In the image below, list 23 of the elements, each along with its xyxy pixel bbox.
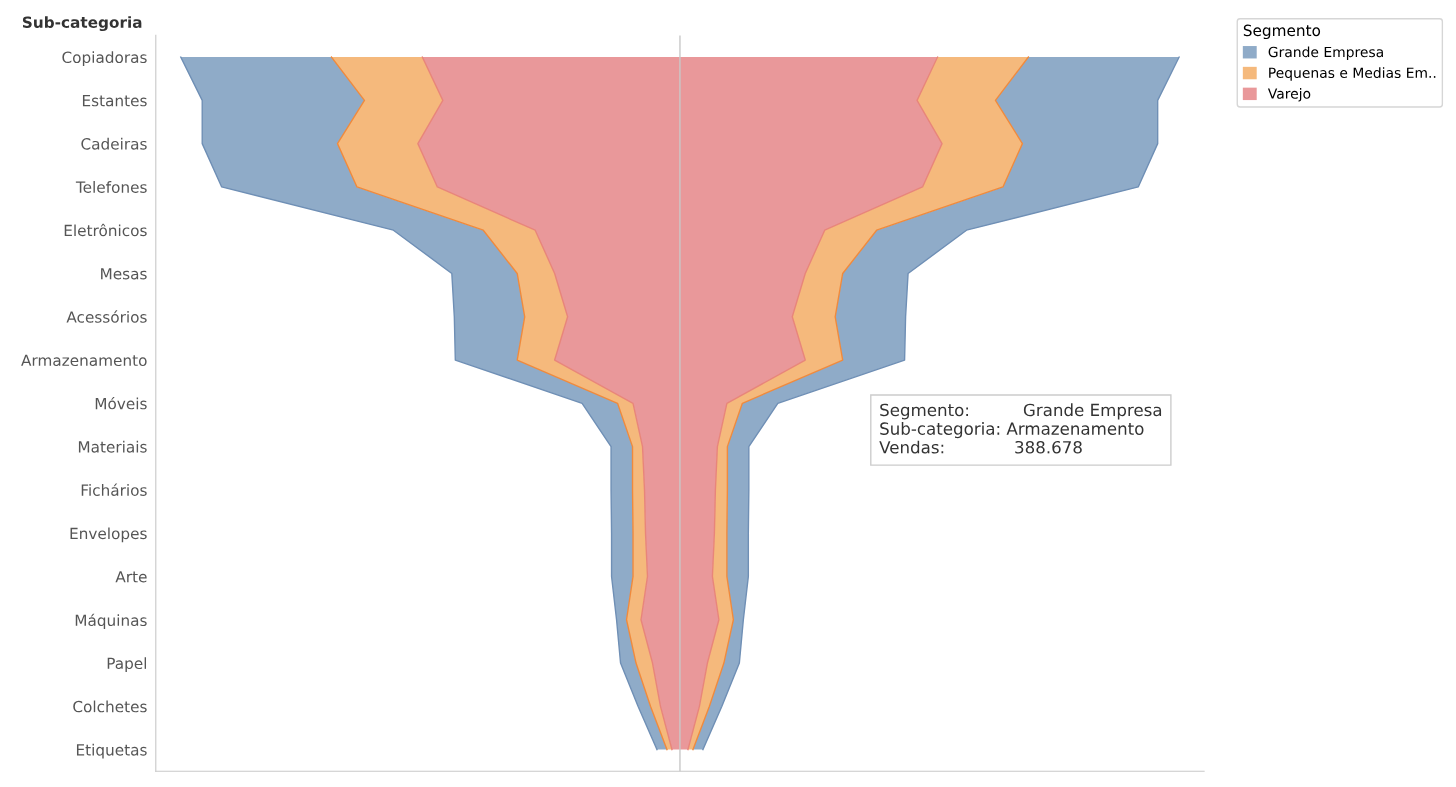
y-tick-label: Armazenamento bbox=[21, 354, 147, 367]
y-tick-label: Colchetes bbox=[73, 700, 147, 713]
y-tick-label: Máquinas bbox=[75, 613, 147, 630]
legend-label: Grande Empresa bbox=[1268, 46, 1383, 60]
y-tick-label: Mesas bbox=[101, 268, 147, 280]
y-tick-label: Envelopes bbox=[70, 527, 147, 543]
legend-label: Pequenas e Medias Em.. bbox=[1269, 67, 1436, 81]
y-tick-label: Acessórios bbox=[66, 310, 147, 323]
y-tick-label: Estantes bbox=[82, 95, 147, 107]
y-axis-title: Sub-categoria bbox=[22, 16, 142, 32]
y-tick-label: Arte bbox=[115, 571, 147, 583]
annotation: Segmento: Grande Empresa Sub-categoria: Armazenamento Vendas: 388.678 bbox=[879, 403, 1162, 454]
y-tick-label: Móveis bbox=[95, 396, 147, 410]
y-tick-label: Etiquetas bbox=[76, 743, 147, 759]
y-tick-label: Cadeiras bbox=[81, 137, 147, 150]
y-tick-label: Telefones bbox=[75, 181, 147, 193]
y-tick-label: Materiais bbox=[78, 440, 147, 453]
y-tick-label: Copiadoras bbox=[62, 51, 147, 67]
y-tick-label: Papel bbox=[107, 657, 147, 673]
y-tick-label: Eletrônicos bbox=[64, 223, 147, 237]
y-tick-label: Fichários bbox=[81, 483, 147, 496]
legend-title: Segmento bbox=[1243, 24, 1321, 40]
legend-label: Varejo bbox=[1267, 88, 1311, 102]
